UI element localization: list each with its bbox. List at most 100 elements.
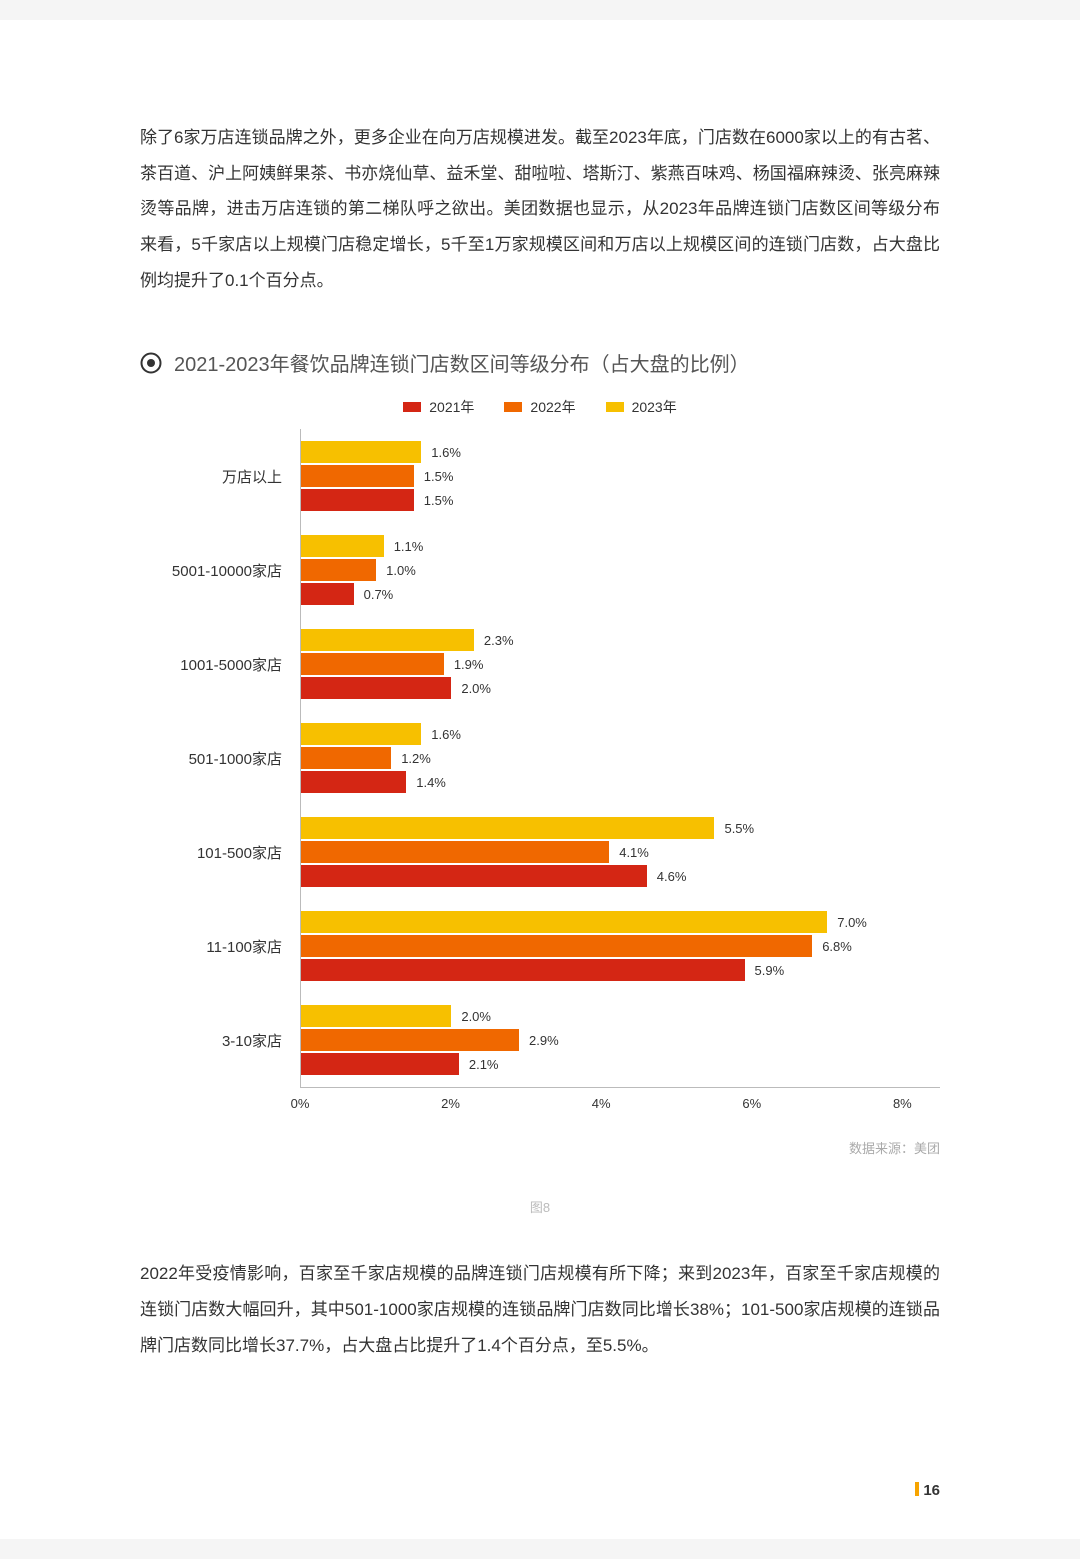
bar	[301, 771, 406, 793]
top-paragraph: 除了6家万店连锁品牌之外，更多企业在向万店规模进发。截至2023年底，门店数在6…	[140, 120, 940, 298]
legend-item: 2022年	[504, 397, 575, 417]
bar-value-label: 1.6%	[431, 445, 461, 460]
bar-row: 1.9%	[301, 653, 940, 675]
bar-value-label: 1.6%	[431, 727, 461, 742]
bar-group: 7.0% 6.8% 5.9%	[301, 899, 940, 993]
bar	[301, 441, 421, 463]
bar-row: 4.6%	[301, 865, 940, 887]
page-number-value: 16	[923, 1482, 940, 1499]
y-axis-labels: 万店以上5001-10000家店1001-5000家店501-1000家店101…	[140, 429, 300, 1088]
bar-row: 2.9%	[301, 1029, 940, 1051]
bar-value-label: 0.7%	[364, 587, 394, 602]
bar-group: 1.6% 1.5% 1.5%	[301, 429, 940, 523]
x-tick-label: 6%	[742, 1096, 761, 1111]
bar-value-label: 1.9%	[454, 657, 484, 672]
bar-row: 7.0%	[301, 911, 940, 933]
bar-row: 1.6%	[301, 441, 940, 463]
bar-row: 6.8%	[301, 935, 940, 957]
data-source: 数据来源：美团	[140, 1138, 940, 1157]
bar-row: 4.1%	[301, 841, 940, 863]
bar-group: 2.0% 2.9% 2.1%	[301, 993, 940, 1087]
bar	[301, 535, 384, 557]
bar	[301, 747, 391, 769]
chart-area: 万店以上5001-10000家店1001-5000家店501-1000家店101…	[140, 429, 940, 1088]
bar-value-label: 5.9%	[755, 963, 785, 978]
legend-item: 2023年	[606, 397, 677, 417]
bar	[301, 911, 827, 933]
bar	[301, 865, 647, 887]
chart-legend: 2021年 2022年 2023年	[140, 397, 940, 417]
bar	[301, 1005, 451, 1027]
category-label: 101-500家店	[140, 805, 300, 899]
bar	[301, 841, 609, 863]
category-label: 5001-10000家店	[140, 523, 300, 617]
bar	[301, 935, 812, 957]
bar-row: 1.5%	[301, 489, 940, 511]
x-tick-label: 0%	[291, 1096, 310, 1111]
legend-label: 2022年	[530, 397, 575, 417]
bar-value-label: 2.3%	[484, 633, 514, 648]
bar-group: 5.5% 4.1% 4.6%	[301, 805, 940, 899]
x-tick-label: 2%	[441, 1096, 460, 1111]
bar-row: 2.3%	[301, 629, 940, 651]
bar-row: 2.0%	[301, 1005, 940, 1027]
bar-group: 2.3%1.9% 2.0%	[301, 617, 940, 711]
bullseye-icon	[140, 352, 162, 374]
plot-area: 1.6% 1.5% 1.5% 1.1% 1.0% 0.7% 2.3%1.9% 2.0% 1.6%…	[300, 429, 940, 1088]
bottom-paragraph: 2022年受疫情影响，百家至千家店规模的品牌连锁门店规模有所下降；来到2023年…	[140, 1256, 940, 1363]
report-page: 除了6家万店连锁品牌之外，更多企业在向万店规模进发。截至2023年底，门店数在6…	[0, 20, 1080, 1539]
bar-row: 5.9%	[301, 959, 940, 981]
bar-value-label: 7.0%	[837, 915, 867, 930]
bar-value-label: 2.0%	[461, 681, 491, 696]
bar-row: 1.1%	[301, 535, 940, 557]
bar-value-label: 1.2%	[401, 751, 431, 766]
bar	[301, 583, 354, 605]
bar	[301, 559, 376, 581]
legend-swatch	[606, 402, 624, 412]
page-accent-icon	[915, 1482, 919, 1496]
bar-row: 1.5%	[301, 465, 940, 487]
bar-group: 1.6%1.2% 1.4%	[301, 711, 940, 805]
bar-value-label: 1.0%	[386, 563, 416, 578]
x-tick-label: 8%	[893, 1096, 912, 1111]
x-tick-label: 4%	[592, 1096, 611, 1111]
bar-value-label: 2.9%	[529, 1033, 559, 1048]
bar-row: 1.4%	[301, 771, 940, 793]
bar-row: 5.5%	[301, 817, 940, 839]
bar-row: 2.1%	[301, 1053, 940, 1075]
category-label: 501-1000家店	[140, 711, 300, 805]
bar-value-label: 4.1%	[619, 845, 649, 860]
bar	[301, 653, 444, 675]
bar-row: 2.0%	[301, 677, 940, 699]
bar-value-label: 1.1%	[394, 539, 424, 554]
bar	[301, 629, 474, 651]
bar	[301, 1029, 519, 1051]
bar-value-label: 6.8%	[822, 939, 852, 954]
bar-value-label: 1.5%	[424, 469, 454, 484]
legend-swatch	[403, 402, 421, 412]
bar-row: 1.6%	[301, 723, 940, 745]
bar	[301, 723, 421, 745]
bar-value-label: 5.5%	[724, 821, 754, 836]
legend-label: 2023年	[632, 397, 677, 417]
bar	[301, 1053, 459, 1075]
bar-row: 0.7%	[301, 583, 940, 605]
bar-value-label: 4.6%	[657, 869, 687, 884]
bar	[301, 465, 414, 487]
chart-title: 2021-2023年餐饮品牌连锁门店数区间等级分布（占大盘的比例）	[174, 348, 750, 377]
bar	[301, 677, 451, 699]
bar	[301, 489, 414, 511]
legend-label: 2021年	[429, 397, 474, 417]
bar-value-label: 1.5%	[424, 493, 454, 508]
bar-group: 1.1% 1.0% 0.7%	[301, 523, 940, 617]
bar-value-label: 2.1%	[469, 1057, 499, 1072]
x-axis: 0%2%4%6%8%	[300, 1088, 940, 1118]
page-number: 16	[915, 1482, 940, 1499]
legend-swatch	[504, 402, 522, 412]
category-label: 11-100家店	[140, 899, 300, 993]
category-label: 万店以上	[140, 429, 300, 523]
figure-number: 图8	[140, 1197, 940, 1216]
chart-title-row: 2021-2023年餐饮品牌连锁门店数区间等级分布（占大盘的比例）	[140, 348, 940, 377]
bar-value-label: 1.4%	[416, 775, 446, 790]
legend-item: 2021年	[403, 397, 474, 417]
